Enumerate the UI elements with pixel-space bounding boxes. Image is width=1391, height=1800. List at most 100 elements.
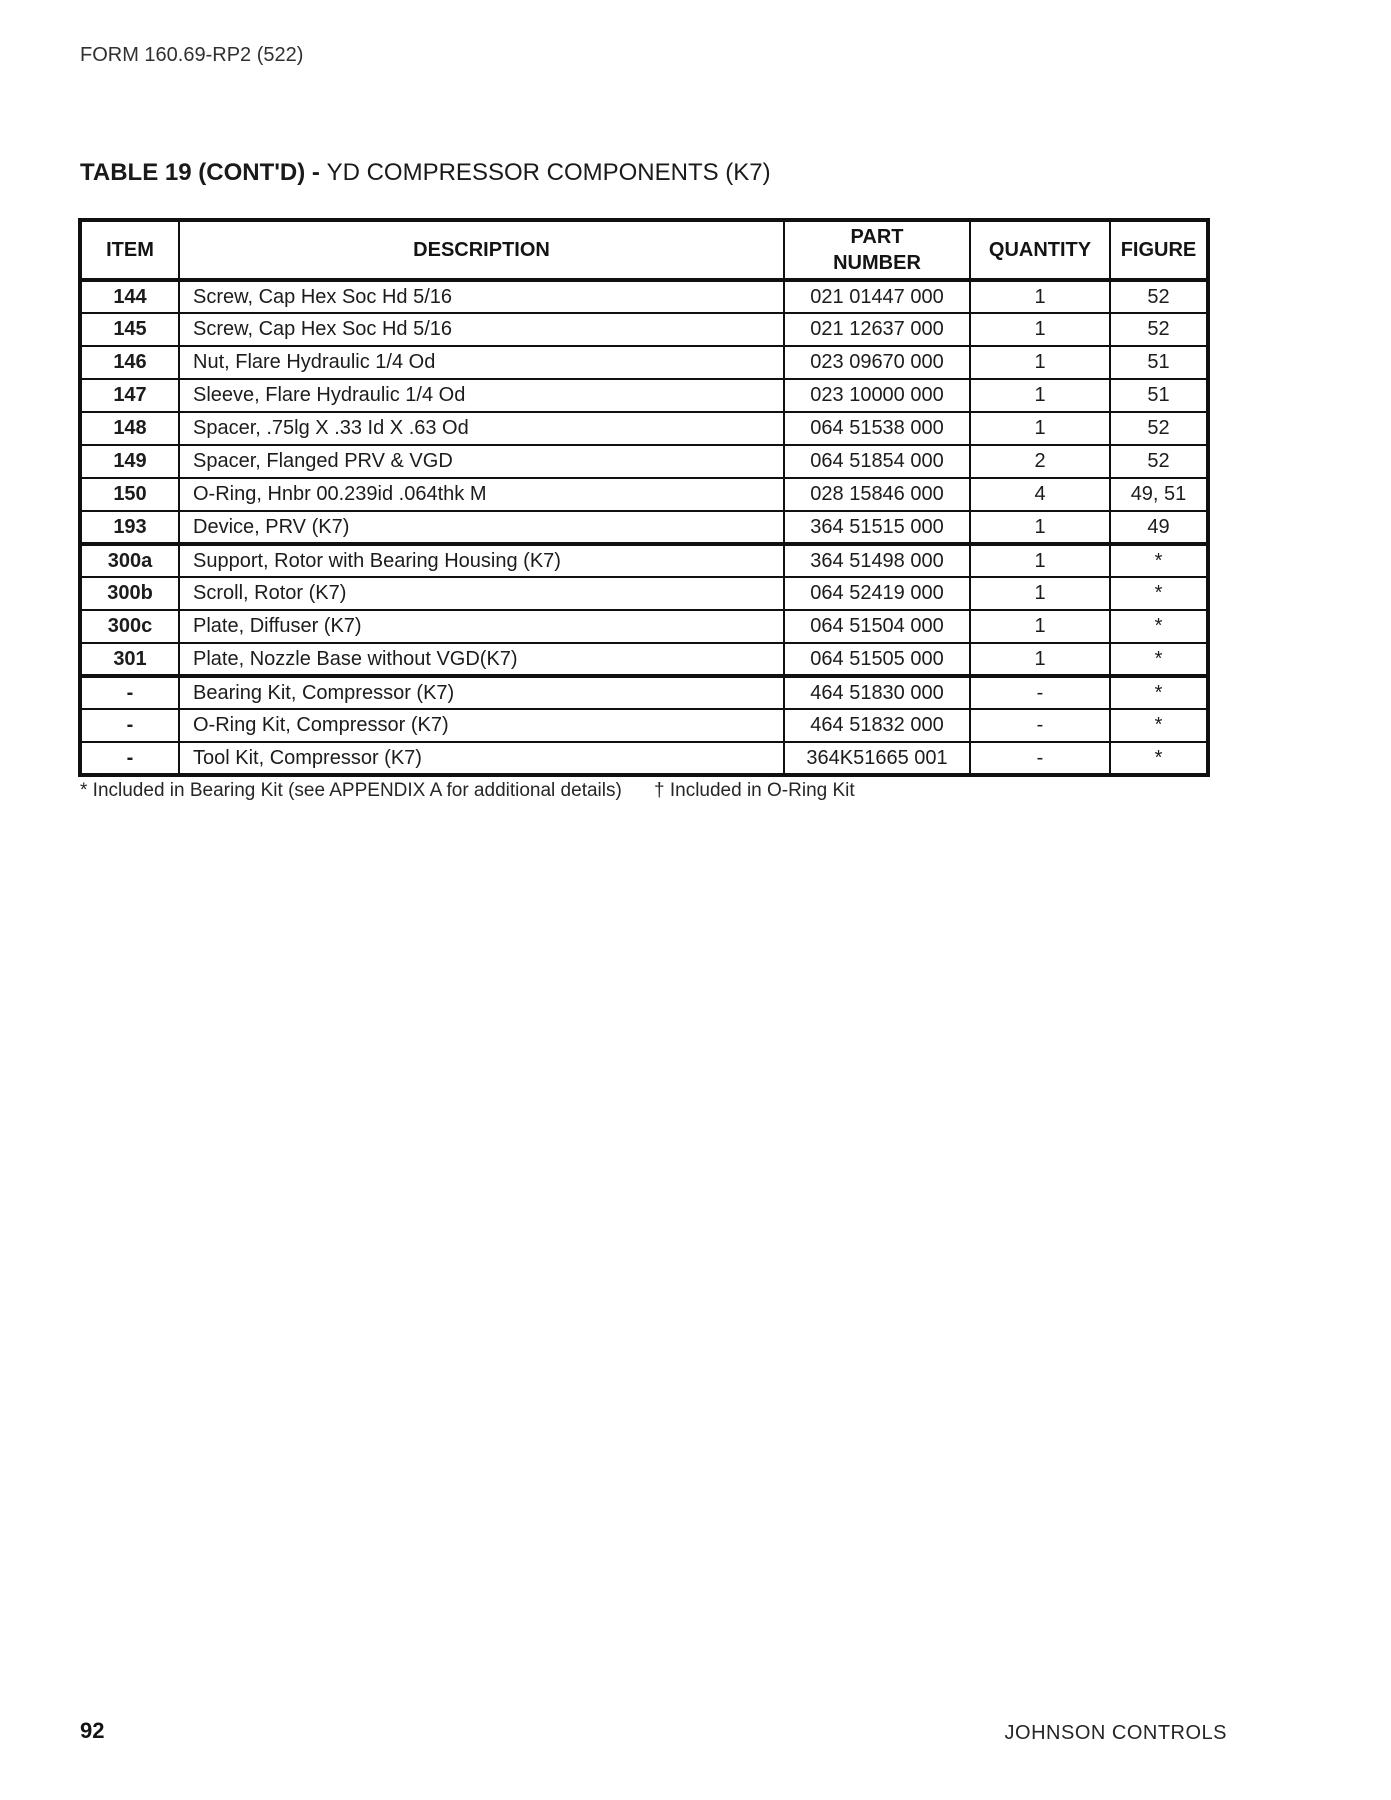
table-row: 146 Nut, Flare Hydraulic 1/4 Od 023 0967… <box>79 345 1209 380</box>
cell-description: Plate, Diffuser (K7) <box>178 609 785 644</box>
cell-part-number: 023 09670 000 <box>783 345 971 380</box>
cell-part-number: 064 51854 000 <box>783 444 971 479</box>
cell-figure: * <box>1109 675 1209 710</box>
table-row: 193 Device, PRV (K7) 364 51515 000 1 49 <box>79 510 1209 546</box>
cell-part-number: 364 51498 000 <box>783 543 971 578</box>
cell-figure: 49 <box>1109 510 1209 546</box>
cell-item: 150 <box>79 477 180 512</box>
cell-description: Spacer, Flanged PRV & VGD <box>178 444 785 479</box>
cell-item: 300a <box>79 543 180 578</box>
table-row: 148 Spacer, .75lg X .33 Id X .63 Od 064 … <box>79 411 1209 446</box>
table-row: 144 Screw, Cap Hex Soc Hd 5/16 021 01447… <box>79 279 1209 314</box>
cell-part-number: 028 15846 000 <box>783 477 971 512</box>
parts-table-body: 144 Screw, Cap Hex Soc Hd 5/16 021 01447… <box>79 279 1209 776</box>
cell-description: Screw, Cap Hex Soc Hd 5/16 <box>178 279 785 314</box>
form-number: FORM 160.69-RP2 (522) <box>80 44 304 66</box>
footnote: * Included in Bearing Kit (see APPENDIX … <box>80 780 855 802</box>
col-header-figure-label: FIGURE <box>1120 238 1197 261</box>
table-row: - O-Ring Kit, Compressor (K7) 464 51832 … <box>79 708 1209 743</box>
table-header-row: ITEM DESCRIPTION PART NUMBER QUANTITY FI… <box>79 219 1209 282</box>
footnote-oring-kit: † Included in O-Ring Kit <box>654 780 855 801</box>
cell-description: Screw, Cap Hex Soc Hd 5/16 <box>178 312 785 347</box>
cell-description: Spacer, .75lg X .33 Id X .63 Od <box>178 411 785 446</box>
cell-part-number: 464 51832 000 <box>783 708 971 743</box>
cell-item: 301 <box>79 642 180 678</box>
cell-quantity: 1 <box>969 642 1111 678</box>
cell-item: 144 <box>79 279 180 314</box>
cell-description: Scroll, Rotor (K7) <box>178 576 785 611</box>
table-row: 145 Screw, Cap Hex Soc Hd 5/16 021 12637… <box>79 312 1209 347</box>
cell-figure: 52 <box>1109 312 1209 347</box>
col-header-item-label: ITEM <box>106 238 154 261</box>
cell-quantity: 1 <box>969 543 1111 578</box>
cell-quantity: - <box>969 675 1111 710</box>
cell-figure: * <box>1109 543 1209 578</box>
cell-item: - <box>79 675 180 710</box>
cell-item: 145 <box>79 312 180 347</box>
cell-description: O-Ring, Hnbr 00.239id .064thk M <box>178 477 785 512</box>
cell-figure: 52 <box>1109 279 1209 314</box>
cell-item: 148 <box>79 411 180 446</box>
cell-description: Sleeve, Flare Hydraulic 1/4 Od <box>178 378 785 413</box>
table-row: - Tool Kit, Compressor (K7) 364K51665 00… <box>79 741 1209 776</box>
cell-description: Device, PRV (K7) <box>178 510 785 546</box>
cell-part-number: 064 51538 000 <box>783 411 971 446</box>
cell-figure: 49, 51 <box>1109 477 1209 512</box>
cell-quantity: 1 <box>969 609 1111 644</box>
cell-quantity: 1 <box>969 312 1111 347</box>
cell-part-number: 064 51505 000 <box>783 642 971 678</box>
cell-description: Bearing Kit, Compressor (K7) <box>178 675 785 710</box>
cell-figure: * <box>1109 576 1209 611</box>
cell-quantity: 1 <box>969 510 1111 546</box>
table-row: 301 Plate, Nozzle Base without VGD(K7) 0… <box>79 642 1209 678</box>
cell-part-number: 064 51504 000 <box>783 609 971 644</box>
cell-quantity: 4 <box>969 477 1111 512</box>
cell-description: O-Ring Kit, Compressor (K7) <box>178 708 785 743</box>
col-header-quantity-label: QUANTITY <box>988 238 1092 261</box>
table-row: - Bearing Kit, Compressor (K7) 464 51830… <box>79 675 1209 710</box>
col-header-quantity: QUANTITY <box>969 219 1111 282</box>
cell-part-number: 021 12637 000 <box>783 312 971 347</box>
cell-figure: 52 <box>1109 411 1209 446</box>
cell-item: 193 <box>79 510 180 546</box>
col-header-description: DESCRIPTION <box>178 219 785 282</box>
cell-figure: 52 <box>1109 444 1209 479</box>
cell-part-number: 364 51515 000 <box>783 510 971 546</box>
cell-figure: * <box>1109 741 1209 776</box>
page-number: 92 <box>80 1718 105 1743</box>
footer-brand: JOHNSON CONTROLS <box>1004 1722 1227 1744</box>
cell-item: - <box>79 741 180 776</box>
cell-quantity: 1 <box>969 411 1111 446</box>
cell-figure: * <box>1109 708 1209 743</box>
col-header-part-number-label: PART NUMBER <box>833 226 921 274</box>
cell-part-number: 364K51665 001 <box>783 741 971 776</box>
cell-quantity: 1 <box>969 279 1111 314</box>
cell-quantity: 1 <box>969 378 1111 413</box>
cell-figure: 51 <box>1109 345 1209 380</box>
cell-description: Plate, Nozzle Base without VGD(K7) <box>178 642 785 678</box>
table-title: TABLE 19 (CONT'D) - YD COMPRESSOR COMPON… <box>80 159 771 187</box>
table-title-prefix: TABLE 19 (CONT'D) - <box>80 159 327 186</box>
cell-figure: 51 <box>1109 378 1209 413</box>
cell-item: 149 <box>79 444 180 479</box>
cell-item: 300b <box>79 576 180 611</box>
cell-quantity: 2 <box>969 444 1111 479</box>
cell-item: 300c <box>79 609 180 644</box>
col-header-part-number: PART NUMBER <box>783 219 971 282</box>
col-header-figure: FIGURE <box>1109 219 1209 282</box>
footnote-bearing-kit: * Included in Bearing Kit (see APPENDIX … <box>80 780 622 801</box>
cell-part-number: 064 52419 000 <box>783 576 971 611</box>
cell-item: 147 <box>79 378 180 413</box>
cell-item: 146 <box>79 345 180 380</box>
cell-quantity: 1 <box>969 576 1111 611</box>
table-row: 150 O-Ring, Hnbr 00.239id .064thk M 028 … <box>79 477 1209 512</box>
cell-quantity: - <box>969 708 1111 743</box>
cell-item: - <box>79 708 180 743</box>
table-row: 300a Support, Rotor with Bearing Housing… <box>79 543 1209 578</box>
table-row: 147 Sleeve, Flare Hydraulic 1/4 Od 023 1… <box>79 378 1209 413</box>
cell-part-number: 464 51830 000 <box>783 675 971 710</box>
table-title-main: YD COMPRESSOR COMPONENTS (K7) <box>326 159 771 186</box>
cell-quantity: - <box>969 741 1111 776</box>
col-header-description-label: DESCRIPTION <box>413 238 550 261</box>
